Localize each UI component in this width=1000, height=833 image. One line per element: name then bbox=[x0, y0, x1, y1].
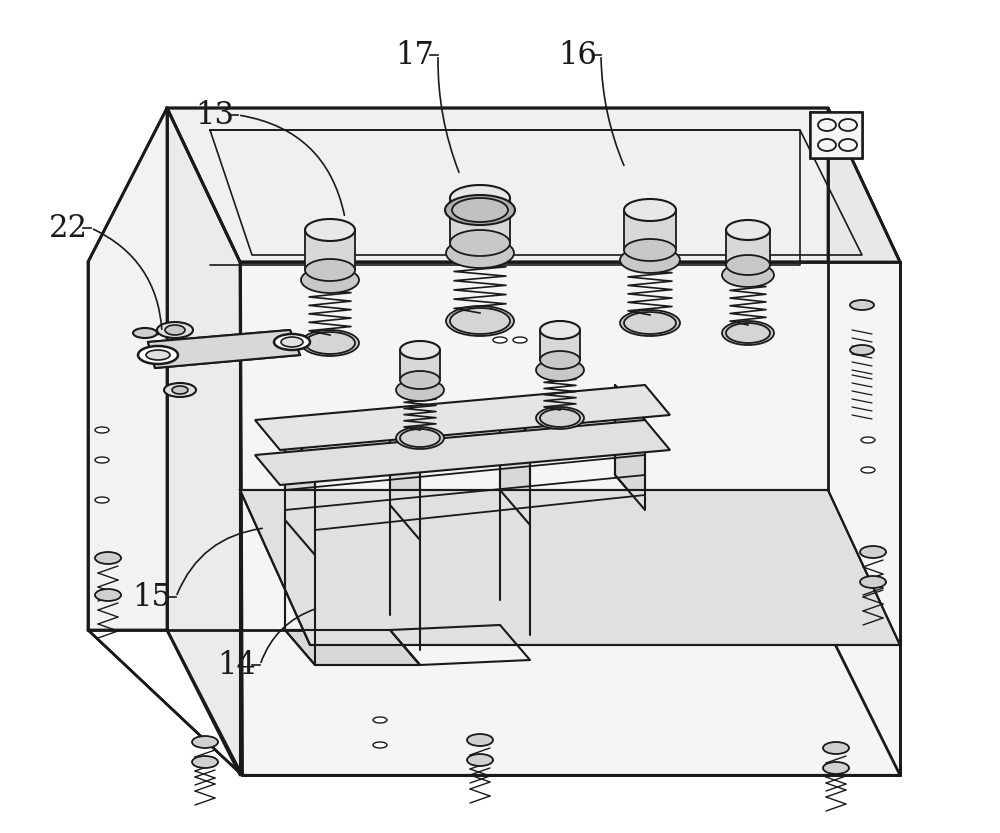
Ellipse shape bbox=[467, 734, 493, 746]
Polygon shape bbox=[810, 112, 862, 158]
Ellipse shape bbox=[305, 259, 355, 281]
Ellipse shape bbox=[138, 346, 178, 364]
Ellipse shape bbox=[281, 337, 303, 347]
Polygon shape bbox=[240, 262, 900, 775]
Ellipse shape bbox=[722, 321, 774, 345]
Ellipse shape bbox=[301, 267, 359, 293]
Ellipse shape bbox=[726, 323, 770, 343]
Text: 14: 14 bbox=[218, 650, 256, 681]
Polygon shape bbox=[285, 430, 315, 555]
Ellipse shape bbox=[860, 576, 886, 588]
Ellipse shape bbox=[95, 552, 121, 564]
Ellipse shape bbox=[305, 332, 355, 354]
Ellipse shape bbox=[860, 546, 886, 558]
Ellipse shape bbox=[400, 341, 440, 359]
Polygon shape bbox=[615, 385, 645, 510]
Ellipse shape bbox=[540, 409, 580, 427]
Ellipse shape bbox=[467, 754, 493, 766]
Ellipse shape bbox=[726, 255, 770, 275]
Polygon shape bbox=[255, 420, 670, 485]
Text: 15: 15 bbox=[132, 581, 172, 612]
Ellipse shape bbox=[493, 337, 507, 343]
Polygon shape bbox=[167, 108, 900, 262]
Ellipse shape bbox=[192, 736, 218, 748]
Polygon shape bbox=[167, 108, 242, 775]
Polygon shape bbox=[285, 630, 420, 665]
Ellipse shape bbox=[133, 328, 157, 338]
Ellipse shape bbox=[536, 359, 584, 381]
Polygon shape bbox=[828, 108, 900, 775]
Polygon shape bbox=[148, 330, 300, 368]
Polygon shape bbox=[540, 330, 580, 360]
Ellipse shape bbox=[192, 756, 218, 768]
Ellipse shape bbox=[861, 467, 875, 473]
Ellipse shape bbox=[172, 386, 188, 394]
Ellipse shape bbox=[305, 219, 355, 241]
Text: 13: 13 bbox=[196, 99, 234, 131]
Ellipse shape bbox=[861, 437, 875, 443]
Ellipse shape bbox=[146, 350, 170, 360]
Ellipse shape bbox=[513, 337, 527, 343]
Ellipse shape bbox=[95, 457, 109, 463]
Ellipse shape bbox=[95, 589, 121, 601]
Text: 22: 22 bbox=[48, 212, 88, 243]
Polygon shape bbox=[450, 198, 510, 243]
Ellipse shape bbox=[445, 195, 515, 225]
Ellipse shape bbox=[452, 198, 508, 222]
Ellipse shape bbox=[540, 321, 580, 339]
Ellipse shape bbox=[540, 351, 580, 369]
Text: 16: 16 bbox=[559, 39, 597, 71]
Polygon shape bbox=[624, 210, 676, 250]
Text: 17: 17 bbox=[396, 39, 434, 71]
Ellipse shape bbox=[400, 429, 440, 447]
Ellipse shape bbox=[624, 199, 676, 221]
Ellipse shape bbox=[446, 238, 514, 268]
Polygon shape bbox=[500, 400, 530, 525]
Ellipse shape bbox=[157, 322, 193, 338]
Ellipse shape bbox=[165, 325, 185, 335]
Polygon shape bbox=[88, 108, 167, 630]
Ellipse shape bbox=[450, 308, 510, 334]
Ellipse shape bbox=[536, 407, 584, 429]
Polygon shape bbox=[88, 630, 900, 775]
Ellipse shape bbox=[396, 427, 444, 449]
Ellipse shape bbox=[850, 300, 874, 310]
Polygon shape bbox=[240, 490, 900, 645]
Ellipse shape bbox=[620, 310, 680, 336]
Polygon shape bbox=[255, 385, 670, 450]
Polygon shape bbox=[726, 230, 770, 265]
Ellipse shape bbox=[450, 185, 510, 211]
Ellipse shape bbox=[446, 306, 514, 336]
Ellipse shape bbox=[95, 427, 109, 433]
Ellipse shape bbox=[620, 247, 680, 273]
Ellipse shape bbox=[373, 717, 387, 723]
Ellipse shape bbox=[274, 334, 310, 350]
Polygon shape bbox=[305, 230, 355, 270]
Ellipse shape bbox=[823, 742, 849, 754]
Ellipse shape bbox=[726, 220, 770, 240]
Polygon shape bbox=[390, 415, 420, 540]
Ellipse shape bbox=[850, 345, 874, 355]
Ellipse shape bbox=[301, 330, 359, 356]
Ellipse shape bbox=[400, 371, 440, 389]
Ellipse shape bbox=[722, 263, 774, 287]
Ellipse shape bbox=[624, 239, 676, 261]
Ellipse shape bbox=[396, 379, 444, 401]
Ellipse shape bbox=[450, 230, 510, 256]
Polygon shape bbox=[400, 350, 440, 380]
Ellipse shape bbox=[373, 742, 387, 748]
Ellipse shape bbox=[624, 312, 676, 334]
Ellipse shape bbox=[164, 383, 196, 397]
Ellipse shape bbox=[823, 762, 849, 774]
Ellipse shape bbox=[95, 497, 109, 503]
